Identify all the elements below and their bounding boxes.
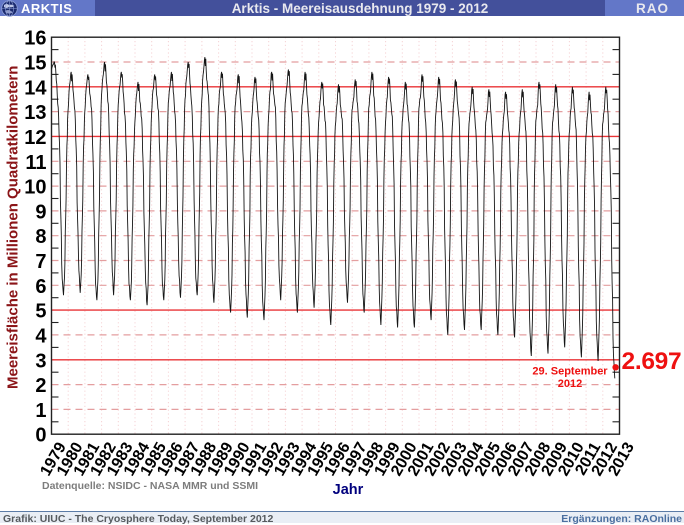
svg-text:15: 15	[24, 53, 46, 75]
svg-text:2012: 2012	[558, 378, 582, 390]
svg-text:1: 1	[35, 400, 46, 422]
svg-text:Jahr: Jahr	[333, 482, 364, 498]
svg-text:4: 4	[35, 325, 47, 347]
svg-text:7: 7	[35, 251, 46, 273]
svg-text:2.697: 2.697	[622, 348, 682, 375]
svg-text:29. September: 29. September	[532, 366, 608, 378]
svg-text:Meereisfläche in Millionen Qua: Meereisfläche in Millionen Quadratkilome…	[5, 66, 22, 389]
svg-text:2: 2	[35, 375, 46, 397]
svg-text:14: 14	[24, 77, 47, 99]
svg-text:16: 16	[24, 28, 46, 50]
svg-text:Datenquelle: NSIDC - NASA MMR: Datenquelle: NSIDC - NASA MMR und SSMI	[42, 480, 258, 492]
svg-text:8: 8	[35, 226, 46, 248]
svg-text:12: 12	[24, 127, 46, 149]
svg-text:0: 0	[35, 425, 46, 447]
svg-text:5: 5	[35, 301, 46, 323]
svg-text:11: 11	[25, 152, 46, 174]
svg-text:9: 9	[35, 201, 46, 223]
svg-text:13: 13	[24, 102, 46, 124]
svg-text:6: 6	[35, 276, 46, 298]
svg-text:3: 3	[35, 350, 46, 372]
svg-text:10: 10	[24, 177, 46, 199]
